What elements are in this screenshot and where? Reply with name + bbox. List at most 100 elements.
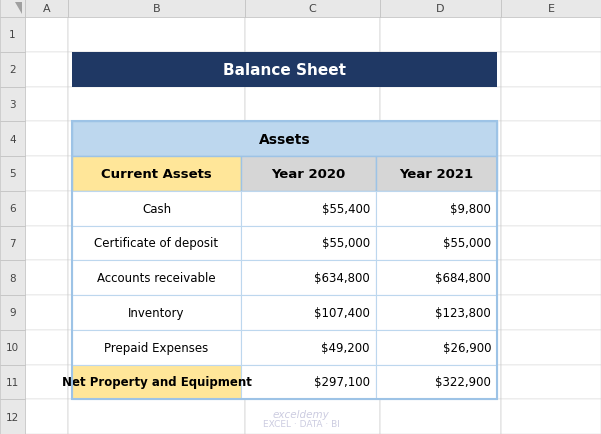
Bar — [380, 87, 501, 122]
Bar — [241, 226, 376, 261]
Bar — [245, 122, 380, 157]
Bar — [376, 365, 497, 399]
Bar — [25, 365, 68, 399]
Text: 9: 9 — [9, 308, 16, 318]
Bar — [501, 330, 601, 365]
Text: Net Property and Equipment: Net Property and Equipment — [61, 375, 251, 388]
Bar — [25, 122, 68, 157]
Text: $55,400: $55,400 — [322, 202, 370, 215]
Bar — [25, 0, 68, 18]
Text: D: D — [436, 4, 445, 14]
Text: $634,800: $634,800 — [314, 272, 370, 284]
Bar — [0, 330, 25, 365]
Bar — [501, 365, 601, 399]
Text: Cash: Cash — [142, 202, 171, 215]
Text: 5: 5 — [9, 169, 16, 179]
Bar — [380, 122, 501, 157]
Bar — [501, 261, 601, 295]
Bar — [68, 330, 245, 365]
Bar — [72, 330, 241, 365]
Bar — [380, 295, 501, 330]
Bar — [501, 226, 601, 261]
Text: 7: 7 — [9, 238, 16, 248]
Bar — [25, 226, 68, 261]
Bar — [380, 157, 501, 191]
Text: $49,200: $49,200 — [322, 341, 370, 354]
Bar — [0, 122, 25, 157]
Bar — [245, 191, 380, 226]
Bar — [25, 399, 68, 434]
Bar — [376, 191, 497, 226]
Bar — [0, 18, 25, 53]
Bar — [72, 53, 497, 87]
Bar — [501, 87, 601, 122]
Bar — [72, 191, 241, 226]
Bar — [72, 365, 241, 399]
Bar — [72, 122, 497, 157]
Text: 1: 1 — [9, 30, 16, 40]
Bar — [501, 399, 601, 434]
Text: $123,800: $123,800 — [435, 306, 491, 319]
Bar — [380, 399, 501, 434]
Bar — [68, 365, 245, 399]
Bar — [25, 261, 68, 295]
Bar — [25, 295, 68, 330]
Bar — [68, 295, 245, 330]
Bar — [68, 226, 245, 261]
Bar — [0, 399, 25, 434]
Bar — [501, 18, 601, 53]
Bar — [376, 157, 497, 191]
Text: $26,900: $26,900 — [442, 341, 491, 354]
Bar — [241, 157, 376, 191]
Bar — [245, 399, 380, 434]
Text: 2: 2 — [9, 65, 16, 75]
Bar — [0, 157, 25, 191]
Bar — [0, 53, 25, 87]
Bar — [380, 226, 501, 261]
Text: exceldemy: exceldemy — [273, 409, 329, 419]
Bar — [25, 53, 68, 87]
Bar — [68, 87, 245, 122]
Bar — [376, 295, 497, 330]
Text: 10: 10 — [6, 342, 19, 352]
Text: $9,800: $9,800 — [450, 202, 491, 215]
Bar — [501, 157, 601, 191]
Text: Current Assets: Current Assets — [101, 168, 212, 181]
Text: EXCEL · DATA · BI: EXCEL · DATA · BI — [263, 420, 340, 428]
Text: 12: 12 — [6, 412, 19, 422]
Bar — [245, 157, 380, 191]
Bar — [0, 295, 25, 330]
Bar — [376, 330, 497, 365]
Text: A: A — [43, 4, 50, 14]
Bar — [501, 122, 601, 157]
Text: $107,400: $107,400 — [314, 306, 370, 319]
Text: Prepaid Expenses: Prepaid Expenses — [105, 341, 209, 354]
Bar — [0, 226, 25, 261]
Bar — [245, 226, 380, 261]
Text: Year 2020: Year 2020 — [272, 168, 346, 181]
Bar — [72, 122, 497, 399]
Bar — [501, 191, 601, 226]
Text: 4: 4 — [9, 134, 16, 144]
Bar — [25, 157, 68, 191]
Bar — [72, 157, 241, 191]
Text: $297,100: $297,100 — [314, 375, 370, 388]
Text: B: B — [153, 4, 160, 14]
Bar — [68, 191, 245, 226]
Text: Certificate of deposit: Certificate of deposit — [94, 237, 219, 250]
Text: Assets: Assets — [258, 132, 310, 146]
Text: 6: 6 — [9, 204, 16, 214]
Bar — [68, 18, 245, 53]
Bar — [380, 330, 501, 365]
Bar — [68, 399, 245, 434]
Bar — [380, 261, 501, 295]
Text: 3: 3 — [9, 100, 16, 110]
Bar — [68, 261, 245, 295]
Bar — [241, 191, 376, 226]
Polygon shape — [15, 3, 22, 15]
Bar — [241, 261, 376, 295]
Text: Inventory: Inventory — [128, 306, 185, 319]
Text: $684,800: $684,800 — [435, 272, 491, 284]
Bar — [245, 295, 380, 330]
Text: E: E — [548, 4, 555, 14]
